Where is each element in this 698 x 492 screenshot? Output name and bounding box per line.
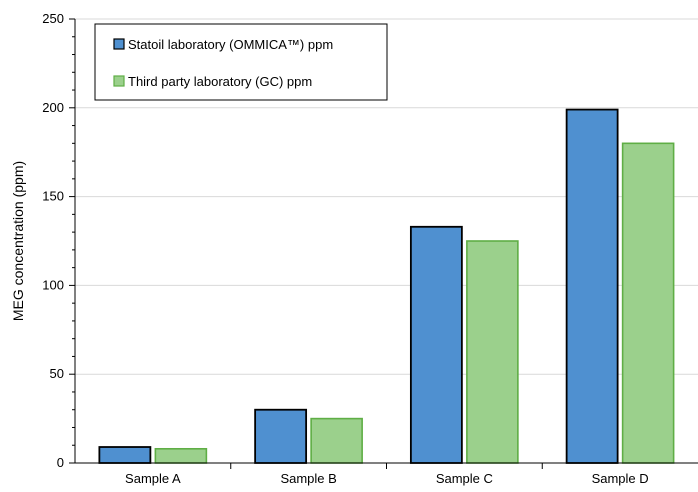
bar-third-party-sample-b [310, 417, 363, 464]
legend: Statoil laboratory (OMMICA™) ppm Third p… [94, 23, 388, 101]
legend-swatch-statoil [113, 38, 125, 50]
bar-third-party-sample-d [621, 142, 675, 464]
bar-statoil-sample-a [98, 446, 152, 464]
bar-statoil-sample-b [254, 408, 308, 464]
legend-label-third-party: Third party laboratory (GC) ppm [128, 74, 312, 89]
y-axis-title: MEG concentration (ppm) [10, 161, 26, 321]
x-tick-label: Sample D [592, 471, 649, 486]
x-tick-label: Sample B [280, 471, 336, 486]
y-tick-label: 150 [42, 189, 64, 204]
legend-box [94, 23, 388, 101]
bar-statoil-sample-c [409, 225, 463, 464]
x-tick-label: Sample C [436, 471, 493, 486]
y-tick-label: 100 [42, 277, 64, 292]
legend-swatch-third-party [113, 75, 125, 87]
y-tick-label: 0 [57, 455, 64, 470]
x-ticks: Sample A Sample B Sample C Sample D [125, 463, 649, 486]
bar-third-party-sample-a [154, 447, 208, 464]
y-ticks: 0 50 100 150 200 250 [42, 11, 75, 470]
y-tick-label: 50 [50, 366, 64, 381]
y-tick-label: 200 [42, 100, 64, 115]
x-tick-label: Sample A [125, 471, 181, 486]
bars [98, 108, 675, 464]
bar-third-party-sample-c [466, 240, 519, 464]
bar-statoil-sample-d [565, 108, 619, 464]
legend-label-statoil: Statoil laboratory (OMMICA™) ppm [128, 37, 333, 52]
y-tick-label: 250 [42, 11, 64, 26]
